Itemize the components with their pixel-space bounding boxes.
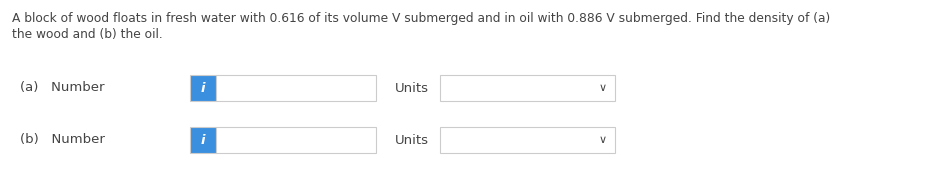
Bar — [440, 127, 615, 153]
Text: A block of wood floats in fresh water with 0.616 of its volume V submerged and i: A block of wood floats in fresh water wi… — [12, 12, 830, 25]
Text: the wood and (b) the oil.: the wood and (b) the oil. — [12, 28, 163, 41]
Bar — [216, 127, 376, 153]
Text: ∨: ∨ — [599, 135, 607, 145]
Bar — [190, 75, 216, 101]
Text: ∨: ∨ — [599, 83, 607, 93]
Text: (a)   Number: (a) Number — [20, 81, 105, 94]
Text: Units: Units — [395, 81, 429, 94]
Text: Units: Units — [395, 134, 429, 147]
Text: (b)   Number: (b) Number — [20, 134, 105, 147]
Bar — [440, 75, 615, 101]
Bar — [216, 75, 376, 101]
Text: i: i — [201, 134, 206, 147]
Bar — [190, 127, 216, 153]
Text: i: i — [201, 81, 206, 94]
